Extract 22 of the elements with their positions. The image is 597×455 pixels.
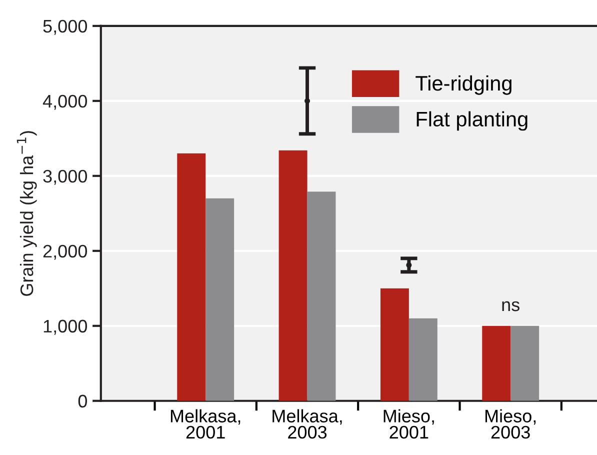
bar [510,326,540,401]
legend-label: Flat planting [416,111,528,131]
y-tick-label: 0 [78,394,87,408]
y-tick-label: 5,000 [43,20,87,35]
legend-label: Tie-ridging [416,75,512,95]
x-tick-label: Melkasa, 2001 [170,409,240,439]
x-tick-label: Mieso, 2001 [384,409,434,439]
bar [307,192,336,401]
y-tick-label: 1,000 [44,320,87,335]
bar [206,198,234,401]
x-tick-label: Mieso, 2003 [485,409,536,439]
bar [380,288,409,401]
bar [408,318,438,401]
annotation: ns [502,301,520,312]
x-tick-label: Melkasa, 2003 [272,409,342,439]
y-tick-label: 4,000 [42,94,87,110]
bar [482,326,511,401]
y-tick-label: 3,000 [43,170,87,185]
bar [278,150,308,401]
y-axis-title: Grain yield (kg ha$^{−1}$) [16,131,37,296]
y-tick-label: 2,000 [43,244,87,260]
bar [177,153,206,401]
